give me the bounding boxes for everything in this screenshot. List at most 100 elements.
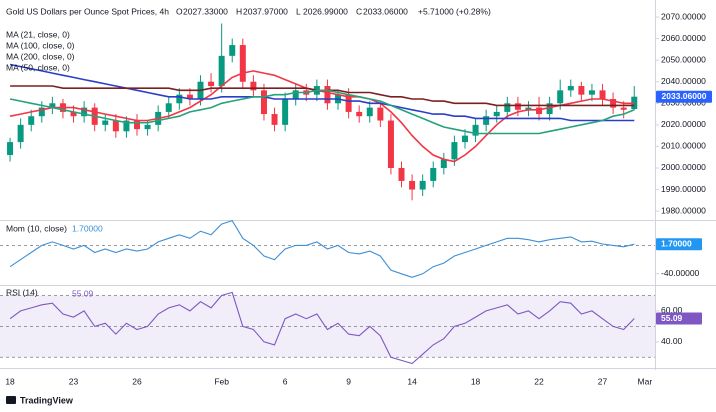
- x-tick-label: Mar: [638, 376, 653, 386]
- candle-body: [282, 98, 289, 125]
- candle-body: [377, 107, 384, 121]
- candle-body: [208, 81, 215, 87]
- y-tick-label: 2020.00000: [661, 119, 706, 129]
- x-tick-label: 9: [346, 376, 351, 386]
- candle-body: [292, 90, 299, 99]
- candle-body: [239, 45, 246, 82]
- candle-body: [134, 120, 141, 130]
- candle-body: [324, 86, 331, 104]
- x-tick-label: 23: [69, 376, 79, 386]
- candle-body: [218, 55, 225, 87]
- candle-body: [430, 167, 437, 181]
- legend-value: 1.70000: [72, 223, 103, 233]
- legend-entry: MA (21, close, 0): [6, 29, 70, 39]
- moving-average: [9, 63, 635, 122]
- candle-body: [49, 103, 56, 108]
- moving-average: [9, 89, 635, 135]
- x-tick-label: 18: [5, 376, 15, 386]
- y-tick-label: 1980.00000: [661, 205, 706, 215]
- x-tick-label: 22: [534, 376, 544, 386]
- rsi-title: RSI (14): [6, 287, 38, 297]
- x-tick-label: 27: [598, 376, 608, 386]
- candle-body: [387, 120, 394, 168]
- ohlc-value: 2026.99000: [303, 6, 348, 16]
- candle-body: [620, 107, 627, 110]
- candle-body: [229, 45, 236, 56]
- mom-title: Mom (10, close): [6, 223, 67, 233]
- candle-body: [28, 116, 35, 125]
- candle-body: [409, 180, 416, 190]
- candle-body: [356, 111, 363, 117]
- candle-body: [144, 124, 151, 130]
- price-badge-label: 2033.06000: [662, 91, 707, 101]
- candle-body: [536, 107, 543, 115]
- x-tick-label: 18: [471, 376, 481, 386]
- legend-entry: MA (50, close, 0): [6, 62, 70, 72]
- candle-body: [461, 135, 468, 143]
- legend-entry: MA (100, close, 0): [6, 40, 75, 50]
- candle-body: [610, 98, 617, 108]
- candle-body: [345, 94, 352, 112]
- x-tick-label: 14: [407, 376, 417, 386]
- candle-body: [176, 94, 183, 104]
- ohlc-label: L: [296, 6, 301, 16]
- candle-body: [112, 120, 119, 132]
- logo-mark: [6, 396, 16, 404]
- candle-body: [588, 90, 595, 95]
- y-tick-label: -40.00000: [661, 268, 700, 278]
- candle-body: [472, 124, 479, 136]
- overlay: Gold US Dollars per Ounce Spot Prices, 4…: [5, 6, 712, 405]
- candle-body: [7, 142, 14, 156]
- y-tick-label: 2050.00000: [661, 54, 706, 64]
- y-tick-label: 40.00: [661, 336, 683, 346]
- ohlc-value: 2037.97000: [243, 6, 288, 16]
- candle-body: [398, 167, 405, 181]
- ohlc-change: +5.71000 (+0.28%): [418, 6, 491, 16]
- value-badge-label: 55.09: [661, 313, 683, 323]
- ohlc-value: 2027.33000: [183, 6, 228, 16]
- candle-body: [271, 114, 278, 125]
- y-tick-label: 2040.00000: [661, 76, 706, 86]
- footer-brand: TradingView: [20, 395, 74, 405]
- legend-entry: MA (200, close, 0): [6, 51, 75, 61]
- candle-body: [366, 107, 373, 117]
- x-tick-label: Feb: [214, 376, 229, 386]
- indicator-line: [9, 291, 635, 365]
- candle-body: [102, 120, 109, 125]
- ohlc-value: 2033.06000: [363, 6, 408, 16]
- footer-logo: TradingView: [6, 395, 74, 405]
- candle-body: [493, 111, 500, 117]
- indicator-line: [9, 219, 635, 278]
- candle-body: [81, 107, 88, 117]
- candle-body: [557, 90, 564, 104]
- candle-body: [419, 180, 426, 190]
- x-tick-label: 6: [283, 376, 288, 386]
- y-tick-label: 2070.00000: [661, 11, 706, 21]
- price-badge: [656, 90, 712, 103]
- candle-body: [599, 90, 606, 99]
- value-badge: [656, 238, 702, 251]
- candle-body: [165, 103, 172, 112]
- candle-body: [186, 94, 193, 99]
- candle-body: [567, 86, 574, 91]
- x-tick-label: 26: [132, 376, 142, 386]
- candle-body: [578, 86, 585, 95]
- candle-body: [504, 103, 511, 112]
- candle-body: [525, 107, 532, 110]
- candle-body: [38, 107, 45, 117]
- moving-average: [9, 70, 635, 163]
- chart-title: Gold US Dollars per Ounce Spot Prices, 4…: [6, 6, 169, 16]
- candle-body: [546, 103, 553, 115]
- legend-value: 55.09: [72, 288, 94, 298]
- candle-body: [440, 159, 447, 168]
- candle-body: [123, 120, 130, 132]
- y-tick-label: 60.00: [661, 305, 683, 315]
- candle-body: [70, 111, 77, 117]
- candle-body: [260, 90, 267, 115]
- y-tick-label: 2000.00000: [661, 162, 706, 172]
- candle-body: [483, 116, 490, 125]
- y-tick-label: 2060.00000: [661, 33, 706, 43]
- value-badge-label: 1.70000: [661, 238, 692, 248]
